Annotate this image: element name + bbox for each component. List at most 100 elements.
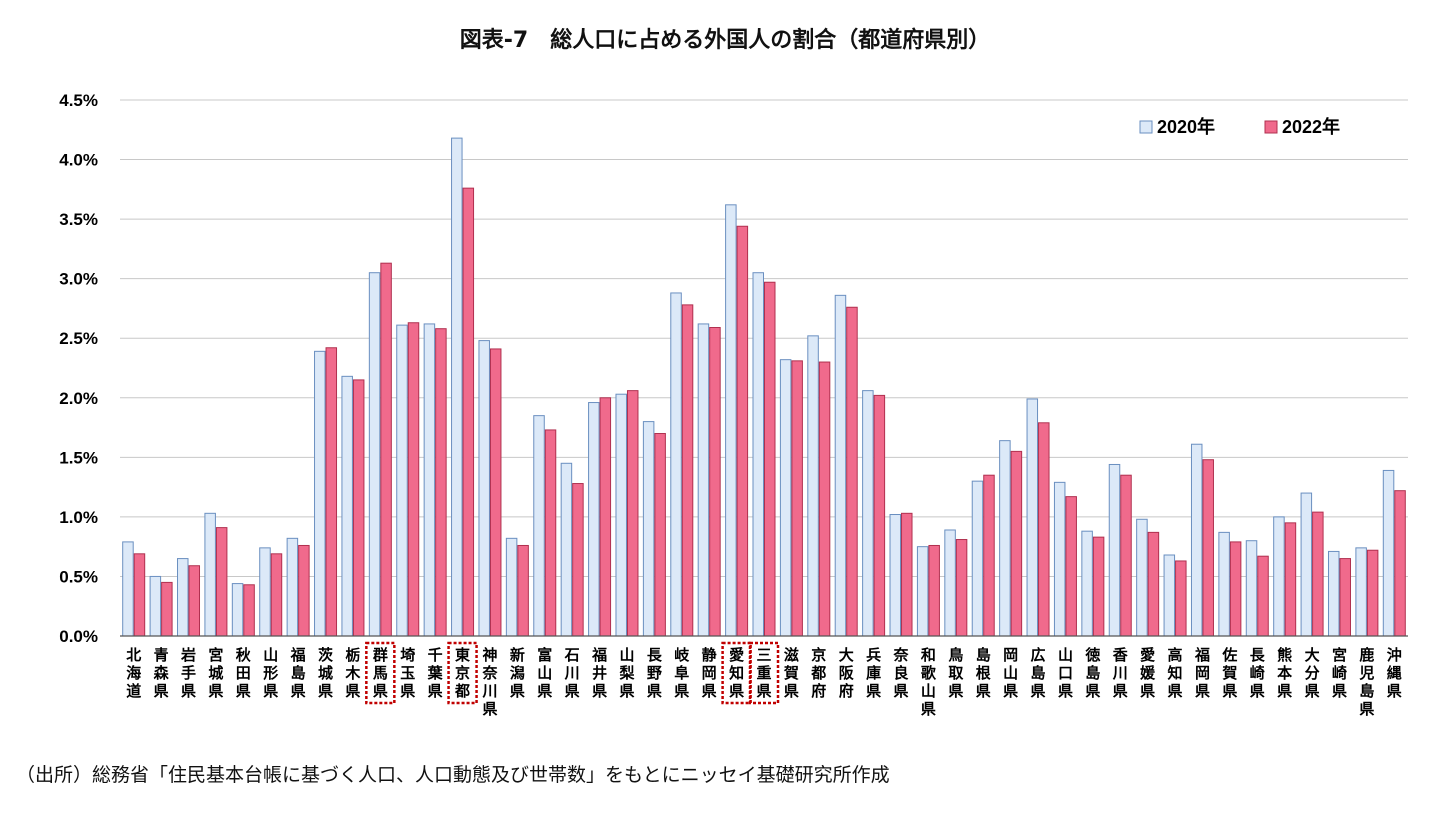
bar-2022 xyxy=(1147,531,1160,637)
bar-2022 xyxy=(544,429,557,637)
bar-2020 xyxy=(451,137,463,637)
bar-2020 xyxy=(588,402,600,637)
bar-2022 xyxy=(380,262,392,637)
x-tick-label: 大分県 xyxy=(1305,646,1320,700)
chart-title: 図表-7 総人口に占める外国人の割合（都道府県別） xyxy=(459,28,991,53)
bar-2022 xyxy=(928,544,940,637)
bar-2020 xyxy=(1218,531,1230,637)
bar-2020 xyxy=(560,462,573,637)
bar-2022 xyxy=(1202,459,1214,637)
x-tick-label: 富山県 xyxy=(537,646,552,700)
x-tick-label: 栃木県 xyxy=(344,646,361,700)
x-tick-label: 高知県 xyxy=(1168,646,1183,700)
x-tick-label: 宮崎県 xyxy=(1332,646,1347,700)
legend-label: 2022年 xyxy=(1282,116,1340,137)
bar-2022 xyxy=(818,361,831,637)
bar-2020 xyxy=(971,480,984,637)
bar-2022 xyxy=(215,527,228,637)
bar-2022 xyxy=(1010,450,1023,637)
x-tick-label: 愛媛県 xyxy=(1139,646,1156,700)
bar-2020 xyxy=(670,292,682,637)
bar-2022 xyxy=(270,553,283,637)
x-tick-label: 山形県 xyxy=(263,646,278,700)
bar-2022 xyxy=(1394,490,1406,637)
legend-swatch xyxy=(1139,120,1153,134)
bar-2022 xyxy=(599,397,612,637)
x-tick-label: 和歌山県 xyxy=(921,646,937,718)
x-tick-label: 長崎県 xyxy=(1250,646,1266,700)
y-tick-label: 2.0% xyxy=(59,389,98,408)
x-tick-label: 岐阜県 xyxy=(674,646,690,700)
bar-2022 xyxy=(435,328,447,637)
x-tick-label: 島根県 xyxy=(976,646,991,700)
bar-2022 xyxy=(1366,549,1379,637)
y-tick-label: 4.5% xyxy=(59,91,98,110)
bar-2020 xyxy=(1163,554,1176,637)
x-tick-label: 山梨県 xyxy=(618,646,634,700)
bar-2020 xyxy=(533,415,545,637)
bar-2020 xyxy=(642,421,655,637)
bar-2020 xyxy=(122,541,134,637)
bar-2020 xyxy=(999,440,1011,637)
x-tick-label: 岩手県 xyxy=(180,646,196,700)
bar-2022 xyxy=(517,544,529,637)
bar-2022 xyxy=(626,390,639,637)
x-tick-label: 福井県 xyxy=(591,646,607,700)
x-tick-label: 茨城県 xyxy=(318,646,333,700)
bar-2020 xyxy=(807,335,819,637)
x-tick-label: 岡山県 xyxy=(1003,646,1018,700)
x-tick-label: 神奈川県 xyxy=(481,646,498,718)
x-tick-label: 秋田県 xyxy=(236,646,252,700)
bar-2020 xyxy=(615,393,627,637)
bar-2020 xyxy=(725,204,737,637)
bar-2020 xyxy=(1108,463,1121,637)
x-tick-label: 鹿児島県 xyxy=(1358,646,1374,718)
bar-2020 xyxy=(697,323,710,637)
bar-2020 xyxy=(259,547,271,637)
bar-2022 xyxy=(1065,496,1077,637)
bar-2022 xyxy=(1284,522,1297,637)
bar-2022 xyxy=(654,433,666,637)
bar-2022 xyxy=(1257,555,1269,637)
bar-2022 xyxy=(188,565,201,637)
x-tick-label: 群馬県 xyxy=(373,646,388,700)
bar-2020 xyxy=(286,537,299,637)
bar-2020 xyxy=(1355,547,1367,637)
bar-2022 xyxy=(764,281,776,637)
bar-2022 xyxy=(407,322,420,637)
bar-2022 xyxy=(133,553,146,637)
bar-2022 xyxy=(352,379,365,637)
bar-2020 xyxy=(368,272,381,637)
bar-2022 xyxy=(1038,422,1050,637)
x-tick-label: 長野県 xyxy=(647,646,663,700)
bar-2020 xyxy=(834,294,847,637)
bar-2020 xyxy=(1053,481,1066,637)
x-tick-label: 滋賀県 xyxy=(783,646,799,700)
x-tick-label: 兵庫県 xyxy=(866,646,881,700)
x-tick-label: 広島県 xyxy=(1031,646,1046,700)
x-tick-label: 沖縄県 xyxy=(1387,646,1402,700)
bar-2020 xyxy=(341,375,353,637)
x-tick-label: 愛知県 xyxy=(729,646,744,700)
x-tick-label: 埼玉県 xyxy=(400,646,415,700)
bar-2020 xyxy=(752,272,764,637)
bar-2020 xyxy=(889,514,902,637)
bar-2020 xyxy=(1300,492,1313,637)
x-tick-label: 石川県 xyxy=(564,646,580,700)
bar-2022 xyxy=(243,584,255,637)
bar-2022 xyxy=(736,225,749,637)
y-tick-label: 3.5% xyxy=(59,210,98,229)
bar-2022 xyxy=(983,474,995,637)
x-tick-label: 新潟県 xyxy=(510,646,525,700)
bar-2020 xyxy=(423,323,436,637)
y-tick-label: 4.0% xyxy=(59,151,98,170)
bar-2020 xyxy=(505,537,518,637)
x-tick-label: 奈良県 xyxy=(893,646,910,700)
x-tick-label: 北海道 xyxy=(126,646,141,700)
legend-swatch xyxy=(1264,120,1278,134)
bar-2020 xyxy=(1382,469,1395,637)
x-tick-label: 福岡県 xyxy=(1194,646,1210,700)
x-tick-label: 山口県 xyxy=(1058,646,1073,700)
y-tick-label: 1.5% xyxy=(59,448,98,467)
